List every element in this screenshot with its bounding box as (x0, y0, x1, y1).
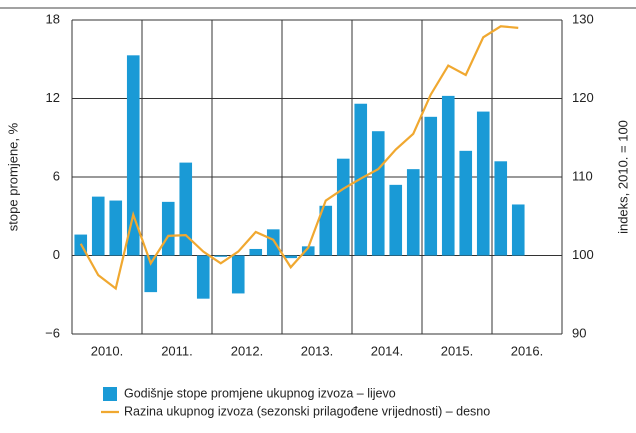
legend-label: Godišnje stope promjene ukupnog izvoza –… (124, 386, 396, 400)
legend-label: Razina ukupnog izvoza (sezonski prilagođ… (124, 404, 490, 418)
y2-axis-label: indeks, 2010. = 100 (615, 120, 630, 234)
bar (284, 255, 298, 259)
bar (511, 204, 525, 256)
line (79, 25, 519, 291)
x-tick-label: 2012. (231, 343, 264, 358)
x-tick-label: 2015. (441, 343, 474, 358)
y2-tick-label: 130 (572, 11, 594, 26)
x-tick-label: 2016. (511, 343, 544, 358)
x-tick-label: 2011. (161, 343, 193, 358)
bar (249, 248, 263, 256)
x-tick-label: 2013. (301, 343, 334, 358)
bar (179, 162, 193, 256)
bar (441, 95, 455, 256)
x-tick-label: 2010. (91, 343, 124, 358)
bar (214, 255, 228, 257)
bar (109, 200, 123, 256)
y2-tick-label: 100 (572, 247, 594, 262)
bar (424, 116, 438, 256)
bar (231, 255, 245, 294)
bar (196, 255, 210, 299)
bar (371, 131, 385, 256)
y2-tick-label: 120 (572, 90, 594, 105)
bar (161, 201, 175, 256)
y2-tick-label: 110 (572, 168, 593, 183)
y-tick-label: 6 (53, 168, 60, 183)
bar (91, 196, 105, 256)
bar (319, 205, 333, 256)
bar (459, 150, 473, 256)
y-tick-label: 18 (46, 11, 60, 26)
bar (406, 169, 420, 256)
y2-tick-label: 90 (572, 325, 586, 340)
y-tick-label: −6 (45, 325, 60, 340)
bar (301, 246, 315, 256)
bar (144, 255, 158, 293)
y-tick-label: 0 (53, 247, 60, 262)
y-tick-label: 12 (46, 90, 60, 105)
bar (126, 55, 140, 256)
x-tick-label: 2014. (371, 343, 404, 358)
legend-swatch (103, 387, 117, 401)
bar (336, 158, 350, 256)
bar (494, 161, 508, 256)
bar (389, 184, 403, 256)
bar (476, 111, 490, 256)
bar (266, 229, 280, 256)
y-axis-label: stope promjene, % (5, 122, 20, 231)
